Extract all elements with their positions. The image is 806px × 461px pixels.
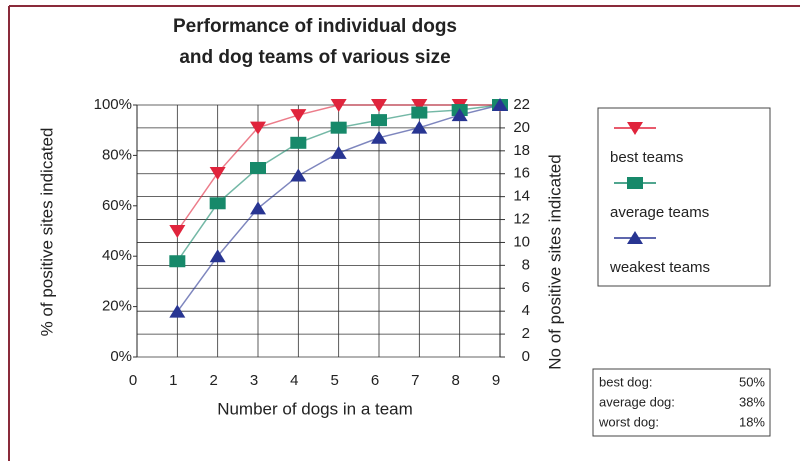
marker bbox=[250, 162, 266, 174]
chart-title: and dog teams of various size bbox=[179, 47, 450, 68]
info-value: 50% bbox=[739, 374, 765, 389]
legend-label: best teams bbox=[610, 149, 683, 166]
marker bbox=[411, 120, 428, 134]
legend-label: average teams bbox=[610, 204, 709, 221]
x-tick-label: 5 bbox=[330, 372, 338, 389]
marker bbox=[371, 114, 387, 127]
legend-box bbox=[597, 107, 771, 287]
y-axis-label: % of positive sites indicated bbox=[37, 128, 56, 337]
marker bbox=[250, 121, 266, 135]
marker bbox=[290, 136, 307, 149]
y2-tick-label: 22 bbox=[513, 96, 530, 113]
x-tick-label: 9 bbox=[492, 372, 500, 389]
y2-tick-label: 10 bbox=[513, 233, 530, 250]
marker bbox=[209, 197, 226, 210]
info-label: average dog: bbox=[599, 394, 675, 409]
marker bbox=[411, 99, 428, 112]
marker bbox=[290, 168, 307, 182]
y2-tick-label: 14 bbox=[513, 188, 530, 205]
y2-tick-label: 12 bbox=[513, 211, 530, 228]
marker bbox=[451, 108, 468, 122]
y2-tick-label: 4 bbox=[522, 302, 530, 319]
y-tick-label: 60% bbox=[102, 197, 132, 214]
y2-tick-label: 8 bbox=[522, 256, 530, 273]
x-tick-label: 3 bbox=[250, 372, 258, 389]
chart-title: Performance of individual dogs bbox=[173, 16, 457, 37]
info-label: best dog: bbox=[599, 374, 653, 389]
y-tick-label: 80% bbox=[102, 146, 132, 163]
marker bbox=[169, 255, 186, 268]
info-value: 18% bbox=[739, 414, 765, 429]
info-value: 38% bbox=[739, 394, 765, 409]
y-tick-label: 100% bbox=[94, 96, 132, 113]
y2-tick-label: 16 bbox=[513, 165, 530, 182]
info-label: worst dog: bbox=[598, 414, 659, 429]
x-tick-label: 7 bbox=[411, 372, 419, 389]
y-tick-label: 20% bbox=[102, 298, 132, 315]
marker bbox=[290, 109, 307, 123]
x-axis-label: Number of dogs in a team bbox=[217, 399, 413, 418]
marker bbox=[627, 177, 643, 189]
marker bbox=[492, 98, 508, 111]
marker bbox=[209, 167, 226, 181]
y2-axis-label: No of positive sites indicated bbox=[545, 154, 564, 369]
marker bbox=[330, 121, 347, 134]
x-tick-label: 0 bbox=[129, 372, 137, 389]
marker bbox=[371, 130, 387, 144]
marker bbox=[330, 99, 347, 112]
marker bbox=[209, 249, 226, 263]
y-tick-label: 40% bbox=[102, 247, 132, 264]
info-box bbox=[592, 368, 771, 437]
y2-tick-label: 2 bbox=[522, 325, 530, 342]
marker bbox=[627, 122, 643, 135]
marker bbox=[250, 201, 266, 215]
y2-tick-label: 20 bbox=[513, 119, 530, 136]
marker bbox=[411, 106, 428, 119]
marker bbox=[169, 304, 186, 318]
x-tick-label: 2 bbox=[209, 372, 217, 389]
legend-label: weakest teams bbox=[609, 259, 710, 276]
marker bbox=[169, 225, 186, 238]
y2-tick-label: 18 bbox=[513, 142, 530, 159]
y2-tick-label: 6 bbox=[522, 279, 530, 296]
x-tick-label: 8 bbox=[451, 372, 459, 389]
x-tick-label: 4 bbox=[290, 372, 298, 389]
y2-tick-label: 0 bbox=[522, 348, 530, 365]
y-tick-label: 0% bbox=[110, 348, 132, 365]
x-tick-label: 1 bbox=[169, 372, 177, 389]
marker bbox=[371, 99, 387, 112]
marker bbox=[627, 231, 643, 244]
marker bbox=[330, 145, 347, 159]
x-tick-label: 6 bbox=[371, 372, 379, 389]
